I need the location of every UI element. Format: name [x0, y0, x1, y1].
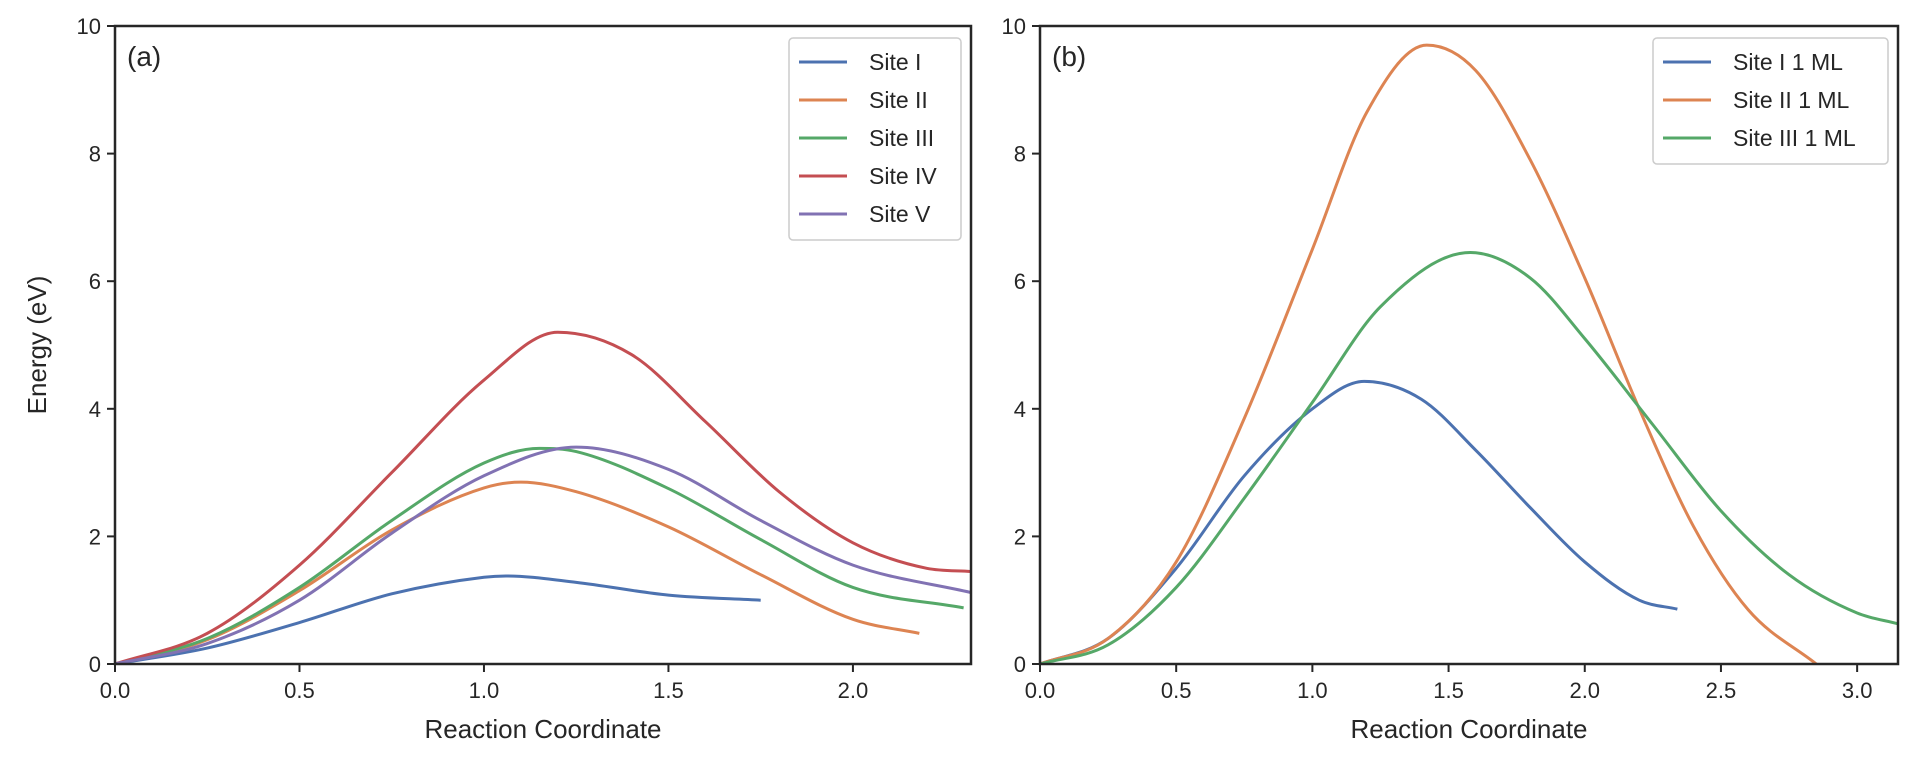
y-tick-label: 2: [1014, 524, 1026, 549]
x-tick-label: 1.5: [653, 678, 684, 703]
x-tick-label: 0.5: [1161, 678, 1192, 703]
legend: Site I Site II Site III Site IV Site V: [788, 37, 962, 241]
series-line-site-iii: [115, 446, 964, 664]
series-line-site-ii: [115, 480, 920, 664]
x-tick-label: 0.0: [100, 678, 131, 703]
y-tick-label: 10: [77, 14, 101, 39]
y-axis-label: Energy (eV): [22, 276, 52, 415]
y-tick-label: 6: [89, 269, 101, 294]
series-line-site-i: [115, 574, 761, 664]
series-line-site-iv: [115, 330, 971, 664]
series-line-site-iii-1-ml: [1040, 250, 1898, 664]
legend-entry: Site II: [869, 87, 928, 113]
panel-b: 0.0 0.5 1.0 1.5 2.0 2.5 3.0 0 2 4 6 8 10 Reaction Coo…: [1002, 14, 1900, 744]
y-tick-label: 0: [1014, 652, 1026, 677]
x-tick-label: 0.0: [1025, 678, 1056, 703]
legend-entry: Site III 1 ML: [1733, 125, 1856, 151]
series-line-site-v: [115, 445, 971, 664]
x-tick-label: 2.0: [1569, 678, 1600, 703]
legend-entry: Site IV: [869, 163, 937, 189]
x-tick-label: 2.5: [1706, 678, 1737, 703]
plot-frame: [1038, 24, 1900, 666]
series-line-site-i-1-ml: [1040, 379, 1678, 664]
x-axis-label: Reaction Coordinate: [424, 714, 661, 744]
x-tick-label: 3.0: [1842, 678, 1873, 703]
legend-box: [1652, 37, 1889, 165]
series-line-site-ii-1-ml: [1040, 43, 1818, 664]
y-tick-label: 8: [89, 142, 101, 167]
legend-entry: Site I: [869, 49, 921, 75]
series-group: [1040, 43, 1898, 664]
y-tick-label: 2: [89, 524, 101, 549]
plot-frame: [113, 24, 973, 666]
y-tick-label: 4: [89, 397, 101, 422]
y-tick-label: 10: [1002, 14, 1026, 39]
y-tick-label: 0: [89, 652, 101, 677]
x-axis-label: Reaction Coordinate: [1350, 714, 1587, 744]
legend-entry: Site V: [869, 201, 931, 227]
legend-entry: Site II 1 ML: [1733, 87, 1850, 113]
legend-box: [788, 37, 962, 241]
x-tick-label: 1.5: [1433, 678, 1464, 703]
x-tick-label: 1.0: [469, 678, 500, 703]
panel-a: 0.0 0.5 1.0 1.5 2.0 0 2 4 6 8 10 Reaction Coordinat…: [22, 14, 973, 744]
panel-label: (a): [127, 41, 161, 72]
series-group: [115, 330, 971, 664]
panel-label: (b): [1052, 41, 1086, 72]
x-tick-label: 1.0: [1297, 678, 1328, 703]
x-tick-label: 2.0: [838, 678, 869, 703]
x-tick-label: 0.5: [284, 678, 315, 703]
y-tick-label: 8: [1014, 142, 1026, 167]
y-tick-label: 4: [1014, 397, 1026, 422]
legend-entry: Site III: [869, 125, 934, 151]
y-tick-label: 6: [1014, 269, 1026, 294]
legend: Site I 1 ML Site II 1 ML Site III 1 ML: [1652, 37, 1889, 165]
legend-entry: Site I 1 ML: [1733, 49, 1843, 75]
